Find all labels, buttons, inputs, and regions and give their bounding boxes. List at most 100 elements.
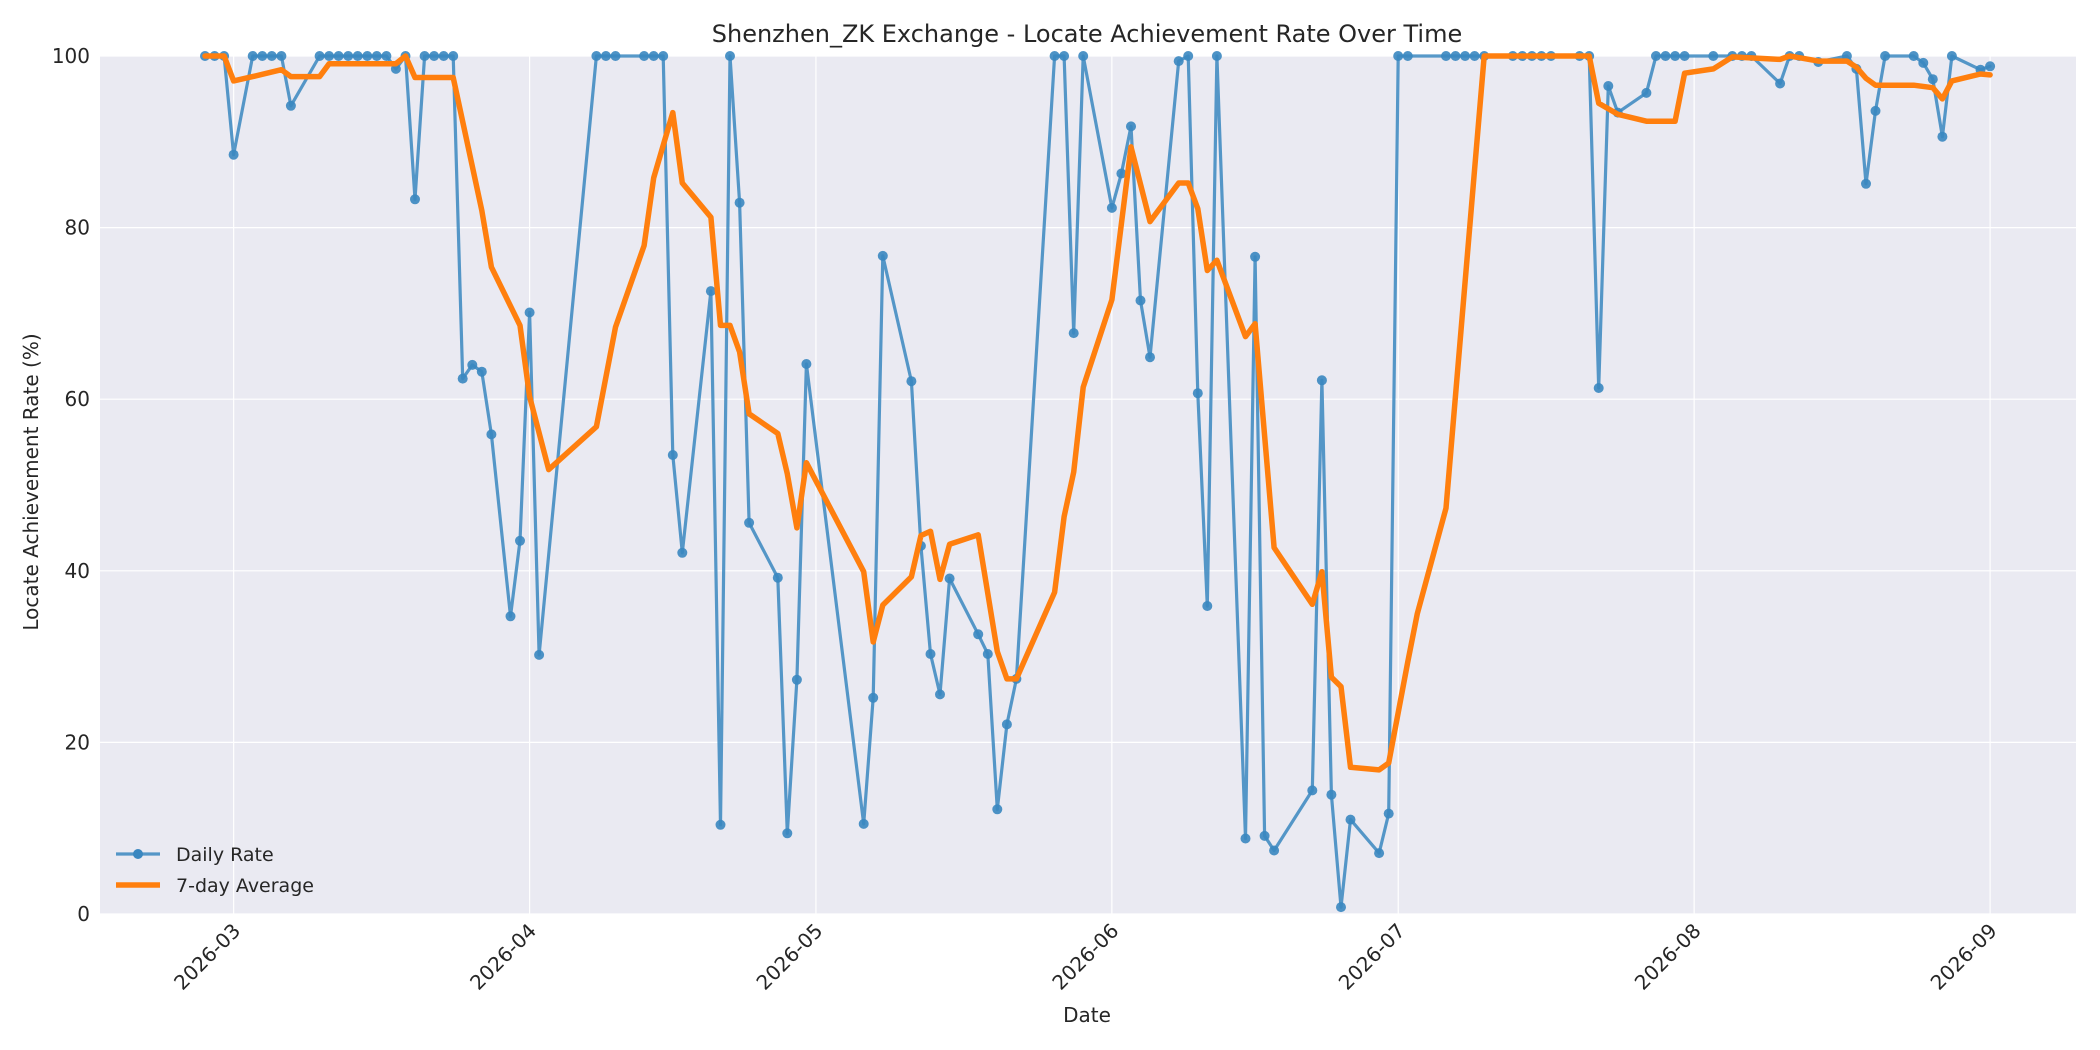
data-point xyxy=(448,51,459,61)
data-point xyxy=(1049,51,1060,61)
x-tick-label: 2026-08 xyxy=(1630,919,1706,995)
data-point xyxy=(247,51,258,61)
data-point xyxy=(534,649,545,660)
x-tick-label: 2026-07 xyxy=(1334,919,1410,995)
data-point xyxy=(1441,51,1451,61)
series-layer xyxy=(200,51,1996,913)
y-tick-label: 60 xyxy=(65,387,90,411)
data-point xyxy=(1374,848,1385,859)
y-tick-label: 80 xyxy=(65,216,90,240)
data-point xyxy=(476,366,487,377)
data-point xyxy=(1316,375,1327,386)
x-tick-label: 2026-03 xyxy=(169,919,245,995)
data-point xyxy=(333,51,344,61)
data-point xyxy=(257,51,268,61)
data-point xyxy=(410,194,420,205)
data-point xyxy=(371,51,382,61)
data-point xyxy=(734,197,745,208)
data-point xyxy=(505,611,516,622)
data-point xyxy=(610,51,621,61)
data-point xyxy=(1240,833,1251,844)
data-point xyxy=(314,51,325,61)
x-tick-label: 2026-09 xyxy=(1926,919,2002,995)
legend-label: Daily Rate xyxy=(176,844,274,866)
data-point xyxy=(772,572,783,583)
y-tick-label: 0 xyxy=(77,902,90,926)
data-point xyxy=(667,450,678,460)
legend-marker xyxy=(133,849,143,859)
data-point xyxy=(1126,121,1136,132)
legend-label: 7-day Average xyxy=(176,875,314,897)
data-point xyxy=(973,629,984,640)
data-point xyxy=(944,573,955,584)
data-point xyxy=(858,818,869,829)
data-point xyxy=(705,286,716,297)
x-tick-label: 2026-04 xyxy=(465,919,541,995)
data-point xyxy=(782,828,793,839)
data-point xyxy=(1946,51,1957,61)
data-point xyxy=(1345,814,1356,825)
data-point xyxy=(600,51,611,61)
data-point xyxy=(524,307,535,318)
data-point xyxy=(324,51,335,61)
data-point xyxy=(1775,78,1786,89)
data-point xyxy=(658,51,669,61)
data-point xyxy=(992,804,1003,815)
data-point xyxy=(1450,51,1461,61)
data-point xyxy=(1870,105,1881,116)
data-point xyxy=(1393,51,1404,61)
data-point xyxy=(1116,168,1127,179)
data-point xyxy=(438,51,449,61)
data-point xyxy=(1880,51,1891,61)
data-point xyxy=(1670,51,1681,61)
data-point xyxy=(1068,328,1079,339)
x-axis-label: Date xyxy=(1063,1003,1111,1027)
data-point xyxy=(352,51,363,61)
legend: Daily Rate 7-day Average xyxy=(116,844,314,897)
y-axis-label: Locate Achievement Rate (%) xyxy=(19,333,43,630)
data-point xyxy=(1269,845,1280,856)
data-point xyxy=(715,819,726,830)
data-point xyxy=(285,100,296,111)
legend-item: Daily Rate xyxy=(116,844,274,866)
data-point xyxy=(648,51,659,61)
data-point xyxy=(1183,51,1194,61)
data-point xyxy=(1383,808,1394,819)
data-point xyxy=(1927,74,1938,85)
x-tick-label: 2026-05 xyxy=(751,919,827,995)
y-tick-label: 100 xyxy=(52,44,90,68)
x-tick-label: 2026-06 xyxy=(1047,919,1123,995)
data-point xyxy=(982,649,993,659)
data-point xyxy=(1259,830,1270,841)
data-point xyxy=(801,359,812,369)
data-point xyxy=(486,429,497,440)
data-point xyxy=(868,692,879,703)
data-point xyxy=(1985,61,1996,72)
data-point xyxy=(228,149,239,160)
series-line xyxy=(202,53,1993,773)
data-point xyxy=(725,51,735,61)
plot-area xyxy=(100,56,2076,914)
data-point xyxy=(1651,51,1661,61)
data-point xyxy=(266,51,277,61)
chart-title: Shenzhen_ZK Exchange - Locate Achievemen… xyxy=(712,20,1463,48)
data-point xyxy=(1078,51,1089,61)
legend-item: 7-day Average xyxy=(116,875,314,897)
data-point xyxy=(1001,719,1012,730)
data-point xyxy=(1593,383,1604,393)
y-tick-label: 20 xyxy=(65,730,90,754)
data-point xyxy=(467,359,478,370)
data-point xyxy=(515,535,525,546)
data-point xyxy=(744,517,755,528)
data-point xyxy=(1460,51,1471,61)
data-point xyxy=(457,373,468,384)
data-point xyxy=(1059,51,1070,61)
data-point xyxy=(1173,56,1184,67)
data-point xyxy=(1660,51,1671,61)
data-point xyxy=(381,51,392,61)
data-point xyxy=(639,51,650,61)
data-point xyxy=(276,51,287,61)
data-point xyxy=(1192,388,1203,399)
data-point xyxy=(925,649,936,659)
